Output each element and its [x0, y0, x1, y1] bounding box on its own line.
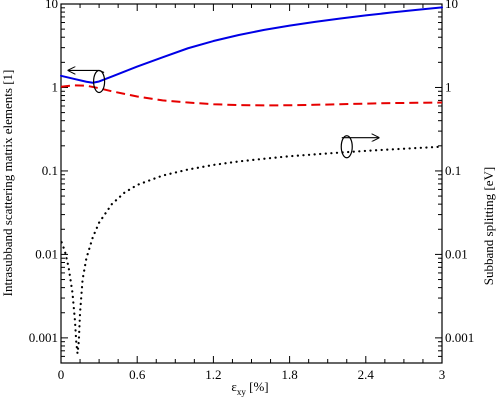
series-dotted-line	[60, 145, 444, 355]
y-tick-label-right: 0.1	[445, 163, 461, 178]
annotations	[69, 70, 379, 159]
y-tick-label-left: 1	[52, 79, 59, 94]
series-layer	[60, 6, 444, 355]
y-tick-label-left: 0.001	[29, 330, 58, 345]
y-tick-label-left: 0.01	[35, 246, 58, 261]
x-tick-label: 0.6	[129, 367, 146, 382]
axis-tick-labels: 0 0.6 1.2 1.8 2.4 3 0.001 0.001 0.01 0.01 0.1 0.1 1 1…	[29, 0, 475, 382]
series-solid-line	[60, 6, 443, 84]
x-axis-symbol: ε	[231, 379, 237, 394]
y-axis-left-title: Intrasubband scattering matrix elements …	[0, 70, 15, 297]
y-tick-label-left: 10	[45, 0, 58, 11]
y-tick-label-right: 0.01	[445, 246, 468, 261]
right-axis-indicator-ellipse	[340, 135, 353, 159]
series-dashed-line	[60, 84, 443, 107]
x-tick-label: 1.2	[205, 367, 221, 382]
x-axis-unit: [%]	[246, 379, 269, 394]
x-axis-subscript: xy	[237, 387, 247, 397]
y-tick-label-left: 0.1	[42, 163, 58, 178]
y-tick-label-right: 1	[445, 79, 452, 94]
plot-frame	[60, 3, 443, 364]
axis-ticks	[60, 3, 443, 364]
y-tick-label-right: 10	[445, 0, 458, 11]
y-axis-right-title: Subband splitting [eV]	[481, 167, 496, 285]
x-axis-title: εxy [%]	[231, 379, 268, 397]
left-axis-indicator-arrow	[69, 70, 105, 72]
x-tick-label: 2.4	[358, 367, 375, 382]
x-tick-label: 3	[439, 367, 446, 382]
x-tick-label: 1.8	[281, 367, 297, 382]
y-tick-label-right: 0.001	[445, 330, 474, 345]
x-tick-label: 0	[58, 367, 65, 382]
